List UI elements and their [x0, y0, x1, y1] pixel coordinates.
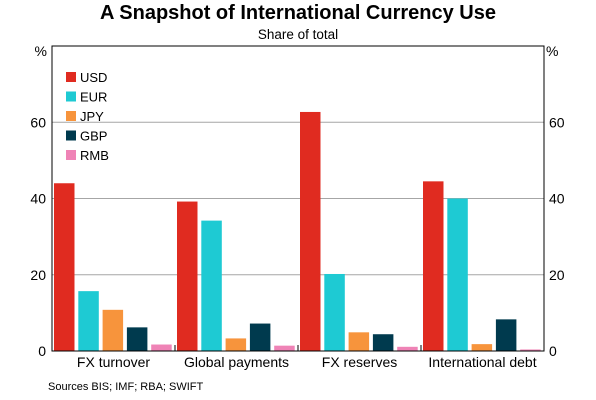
bar-rmb — [151, 344, 172, 351]
bar-usd — [177, 201, 198, 351]
y-tick-label-right: 0 — [549, 343, 557, 359]
bar-jpy — [471, 344, 493, 351]
y-tick-label-left: 60 — [30, 114, 46, 130]
bar-eur — [78, 291, 99, 351]
bar-rmb — [397, 346, 418, 351]
bar-gbp — [372, 334, 394, 351]
x-category-label: FX reserves — [322, 354, 397, 370]
legend-label-usd: USD — [80, 70, 107, 85]
bar-jpy — [102, 309, 124, 351]
legend-swatch-eur — [66, 91, 76, 102]
bar-usd — [423, 181, 444, 351]
legend-label-eur: EUR — [80, 90, 107, 105]
x-category-label: International debt — [428, 354, 536, 370]
chart-title: A Snapshot of International Currency Use — [100, 2, 496, 24]
bar-gbp — [126, 327, 148, 351]
plot-frame — [51, 45, 545, 352]
bar-usd — [300, 111, 321, 351]
bar-eur — [447, 198, 468, 351]
y-tick-label-left: 40 — [30, 191, 46, 207]
legend-swatch-gbp — [66, 130, 76, 141]
legend-swatch-usd — [66, 72, 76, 82]
bar-eur — [324, 273, 345, 351]
source-note: Sources BIS; IMF; RBA; SWIFT — [48, 381, 204, 393]
y-tick-label-left: 20 — [30, 267, 46, 283]
bar-gbp — [249, 323, 271, 351]
bar-jpy — [225, 338, 247, 351]
legend-label-gbp: GBP — [80, 129, 107, 144]
x-category-label: FX turnover — [77, 354, 150, 370]
y-tick-label-right: 60 — [549, 114, 565, 130]
y-tick-label-right: 20 — [549, 267, 565, 283]
bar-eur — [201, 220, 222, 351]
bar-rmb — [274, 345, 295, 351]
bar-rmb — [520, 349, 541, 351]
legend-swatch-jpy — [66, 111, 76, 121]
legend-label-jpy: JPY — [80, 109, 104, 124]
legend-swatch-rmb — [66, 150, 76, 160]
x-category-label: Global payments — [184, 354, 289, 370]
y-tick-label-left: 0 — [38, 343, 46, 359]
y-unit-left: % — [35, 43, 47, 59]
bar-jpy — [348, 332, 370, 351]
y-tick-label-right: 40 — [549, 191, 565, 207]
y-unit-right: % — [546, 43, 558, 59]
bar-usd — [54, 183, 75, 351]
chart-subtitle: Share of total — [257, 27, 339, 42]
legend-label-rmb: RMB — [80, 148, 109, 163]
bar-gbp — [495, 319, 517, 351]
